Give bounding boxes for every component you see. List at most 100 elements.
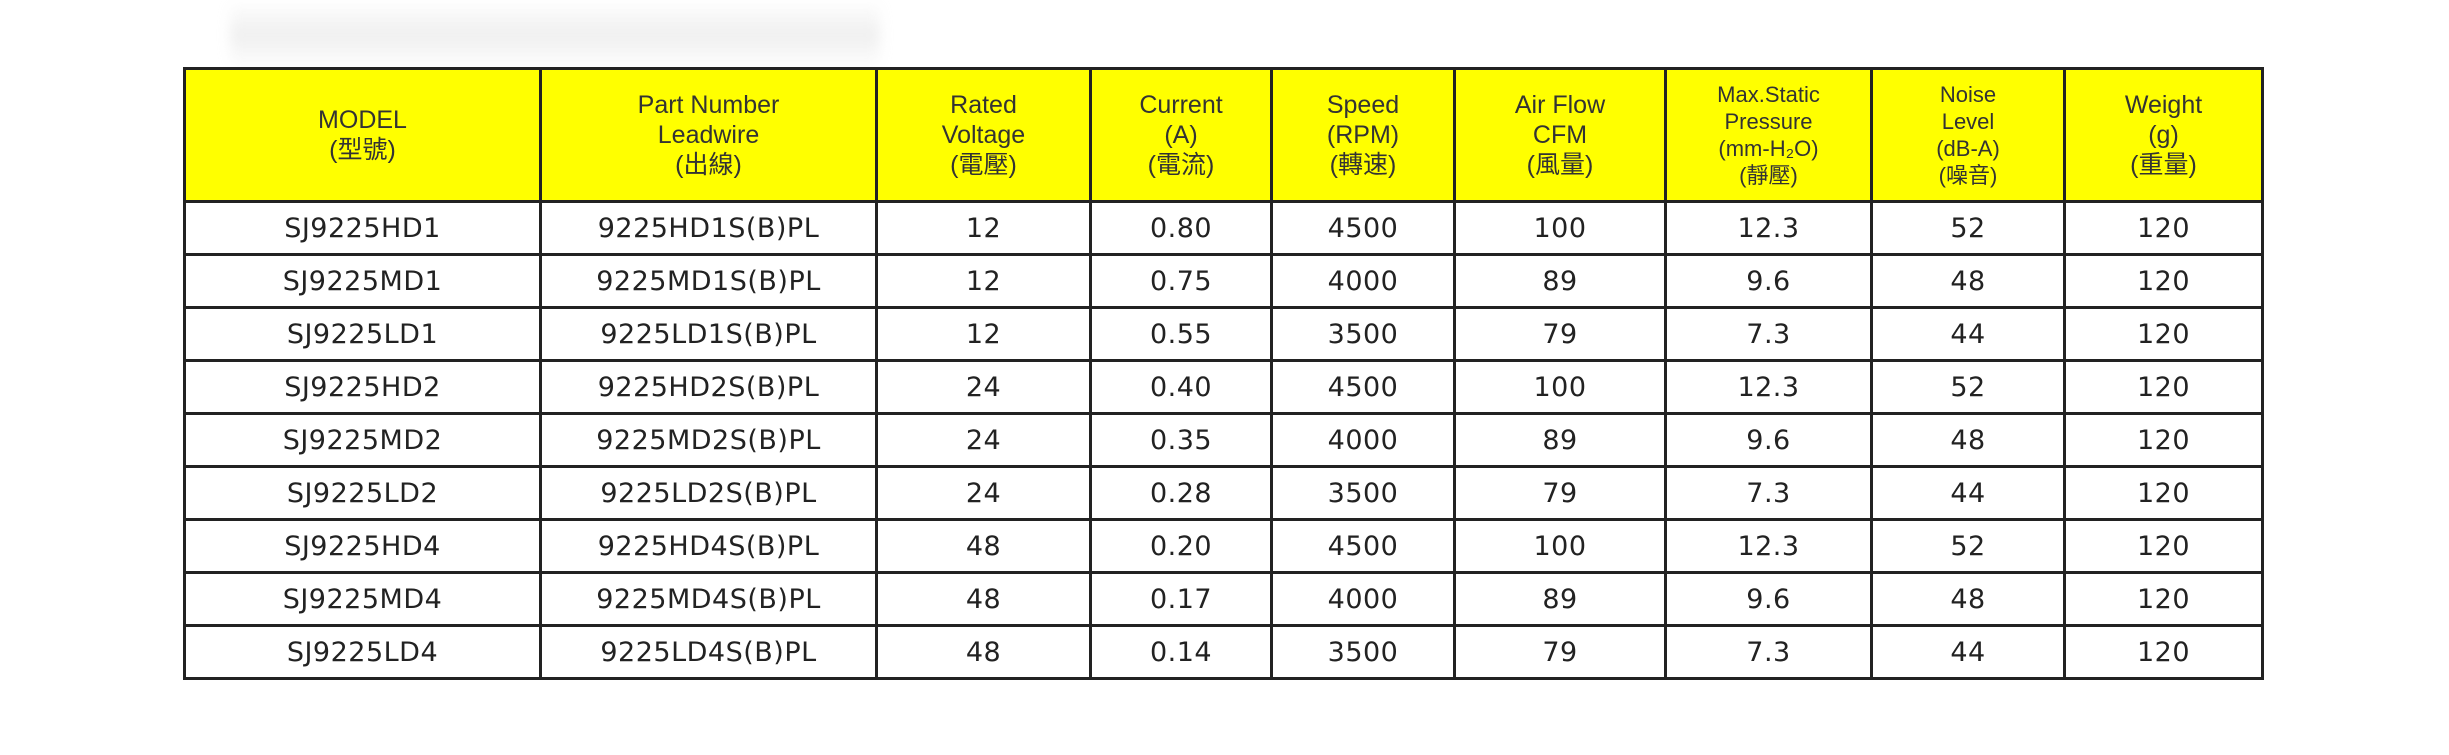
cell-part-number: 9225HD2S(B)PL (539, 359, 878, 415)
header-line: Weight (2124, 91, 2203, 119)
cell-current: 0.80 (1089, 200, 1273, 256)
cell-air-flow: 100 (1453, 518, 1667, 574)
cell-air-flow: 89 (1453, 412, 1667, 468)
cell-noise-level: 48 (1870, 253, 2066, 309)
header-speed: Speed (RPM) (轉速) (1270, 67, 1456, 203)
header-weight: Weight (g) (重量) (2063, 67, 2264, 203)
cell-part-number: 9225MD4S(B)PL (539, 571, 878, 627)
cell-model: SJ9225MD1 (183, 253, 542, 309)
header-air-flow: Air Flow CFM (風量) (1453, 67, 1667, 203)
header-line: (電壓) (950, 151, 1017, 179)
table-row: SJ9225HD4 9225HD4S(B)PL 48 0.20 4500 100 12.3 5… (183, 518, 2264, 574)
cell-part-number: 9225HD1S(B)PL (539, 200, 878, 256)
header-line: (型號) (329, 136, 396, 164)
table-row: SJ9225HD1 9225HD1S(B)PL 12 0.80 4500 100 12.3 5… (183, 200, 2264, 256)
cell-static-pressure: 12.3 (1664, 359, 1873, 415)
cell-weight: 120 (2063, 571, 2264, 627)
cell-speed: 4000 (1270, 412, 1456, 468)
table-row: SJ9225LD2 9225LD2S(B)PL 24 0.28 3500 79 7.3 44 1… (183, 465, 2264, 521)
cell-static-pressure: 12.3 (1664, 518, 1873, 574)
header-static-pressure: Max.Static Pressure (mm-H₂O) (靜壓) (1664, 67, 1873, 203)
header-line: (重量) (2130, 151, 2197, 179)
cell-model: SJ9225LD1 (183, 306, 542, 362)
cell-current: 0.35 (1089, 412, 1273, 468)
cell-static-pressure: 9.6 (1664, 571, 1873, 627)
cell-noise-level: 44 (1870, 624, 2066, 680)
cell-rated-voltage: 12 (875, 253, 1092, 309)
cell-part-number: 9225LD1S(B)PL (539, 306, 878, 362)
cell-weight: 120 (2063, 465, 2264, 521)
cell-noise-level: 52 (1870, 200, 2066, 256)
cell-part-number: 9225LD2S(B)PL (539, 465, 878, 521)
cell-static-pressure: 7.3 (1664, 465, 1873, 521)
cell-noise-level: 48 (1870, 412, 2066, 468)
header-line: Part Number (637, 91, 780, 119)
header-line: Speed (1326, 91, 1400, 119)
header-rated-voltage: Rated Voltage (電壓) (875, 67, 1092, 203)
table-row: SJ9225LD4 9225LD4S(B)PL 48 0.14 3500 79 7.3 44 1… (183, 624, 2264, 680)
cell-current: 0.28 (1089, 465, 1273, 521)
header-line: Max.Static (1717, 82, 1820, 107)
cell-air-flow: 100 (1453, 200, 1667, 256)
cell-part-number: 9225LD4S(B)PL (539, 624, 878, 680)
table-row: SJ9225MD2 9225MD2S(B)PL 24 0.35 4000 89 9.6 48 1… (183, 412, 2264, 468)
cell-speed: 3500 (1270, 306, 1456, 362)
header-part-number: Part Number Leadwire (出線) (539, 67, 878, 203)
cell-rated-voltage: 12 (875, 306, 1092, 362)
scan-smudge (230, 0, 880, 70)
cell-current: 0.55 (1089, 306, 1273, 362)
cell-current: 0.17 (1089, 571, 1273, 627)
header-line: (mm-H₂O) (1718, 136, 1819, 161)
cell-air-flow: 89 (1453, 571, 1667, 627)
header-line: (出線) (675, 151, 742, 179)
cell-current: 0.14 (1089, 624, 1273, 680)
header-line: (A) (1164, 121, 1198, 149)
cell-model: SJ9225HD2 (183, 359, 542, 415)
cell-speed: 3500 (1270, 624, 1456, 680)
cell-part-number: 9225MD2S(B)PL (539, 412, 878, 468)
cell-static-pressure: 7.3 (1664, 306, 1873, 362)
cell-weight: 120 (2063, 306, 2264, 362)
cell-speed: 3500 (1270, 465, 1456, 521)
header-line: (噪音) (1938, 163, 1998, 188)
header-line: (電流) (1147, 151, 1215, 179)
header-line: (轉速) (1329, 151, 1397, 179)
table-row: SJ9225MD4 9225MD4S(B)PL 48 0.17 4000 89 9.6 48 1… (183, 571, 2264, 627)
header-line: Level (1941, 109, 1995, 134)
cell-part-number: 9225HD4S(B)PL (539, 518, 878, 574)
cell-weight: 120 (2063, 624, 2264, 680)
fan-spec-table: MODEL (型號) Part Number Leadwire (出線) Rated Vol… (183, 67, 2264, 680)
cell-current: 0.75 (1089, 253, 1273, 309)
cell-rated-voltage: 48 (875, 518, 1092, 574)
cell-speed: 4500 (1270, 518, 1456, 574)
header-line: (風量) (1526, 151, 1594, 179)
cell-static-pressure: 9.6 (1664, 253, 1873, 309)
cell-static-pressure: 12.3 (1664, 200, 1873, 256)
cell-noise-level: 52 (1870, 359, 2066, 415)
header-row: MODEL (型號) Part Number Leadwire (出線) Rated Vol… (183, 67, 2264, 203)
cell-weight: 120 (2063, 253, 2264, 309)
cell-rated-voltage: 12 (875, 200, 1092, 256)
cell-current: 0.20 (1089, 518, 1273, 574)
cell-part-number: 9225MD1S(B)PL (539, 253, 878, 309)
cell-speed: 4000 (1270, 253, 1456, 309)
cell-model: SJ9225LD2 (183, 465, 542, 521)
header-noise-level: Noise Level (dB-A) (噪音) (1870, 67, 2066, 203)
cell-rated-voltage: 48 (875, 624, 1092, 680)
header-line: Current (1139, 91, 1223, 119)
cell-weight: 120 (2063, 359, 2264, 415)
cell-air-flow: 79 (1453, 306, 1667, 362)
cell-air-flow: 79 (1453, 624, 1667, 680)
cell-static-pressure: 7.3 (1664, 624, 1873, 680)
cell-model: SJ9225LD4 (183, 624, 542, 680)
table-row: SJ9225MD1 9225MD1S(B)PL 12 0.75 4000 89 9.6 48 1… (183, 253, 2264, 309)
cell-model: SJ9225HD1 (183, 200, 542, 256)
header-line: Leadwire (657, 121, 760, 149)
cell-noise-level: 48 (1870, 571, 2066, 627)
cell-noise-level: 44 (1870, 306, 2066, 362)
cell-noise-level: 52 (1870, 518, 2066, 574)
header-line: Air Flow (1514, 91, 1606, 119)
cell-model: SJ9225MD2 (183, 412, 542, 468)
table-row: SJ9225LD1 9225LD1S(B)PL 12 0.55 3500 79 7.3 44 1… (183, 306, 2264, 362)
cell-weight: 120 (2063, 412, 2264, 468)
